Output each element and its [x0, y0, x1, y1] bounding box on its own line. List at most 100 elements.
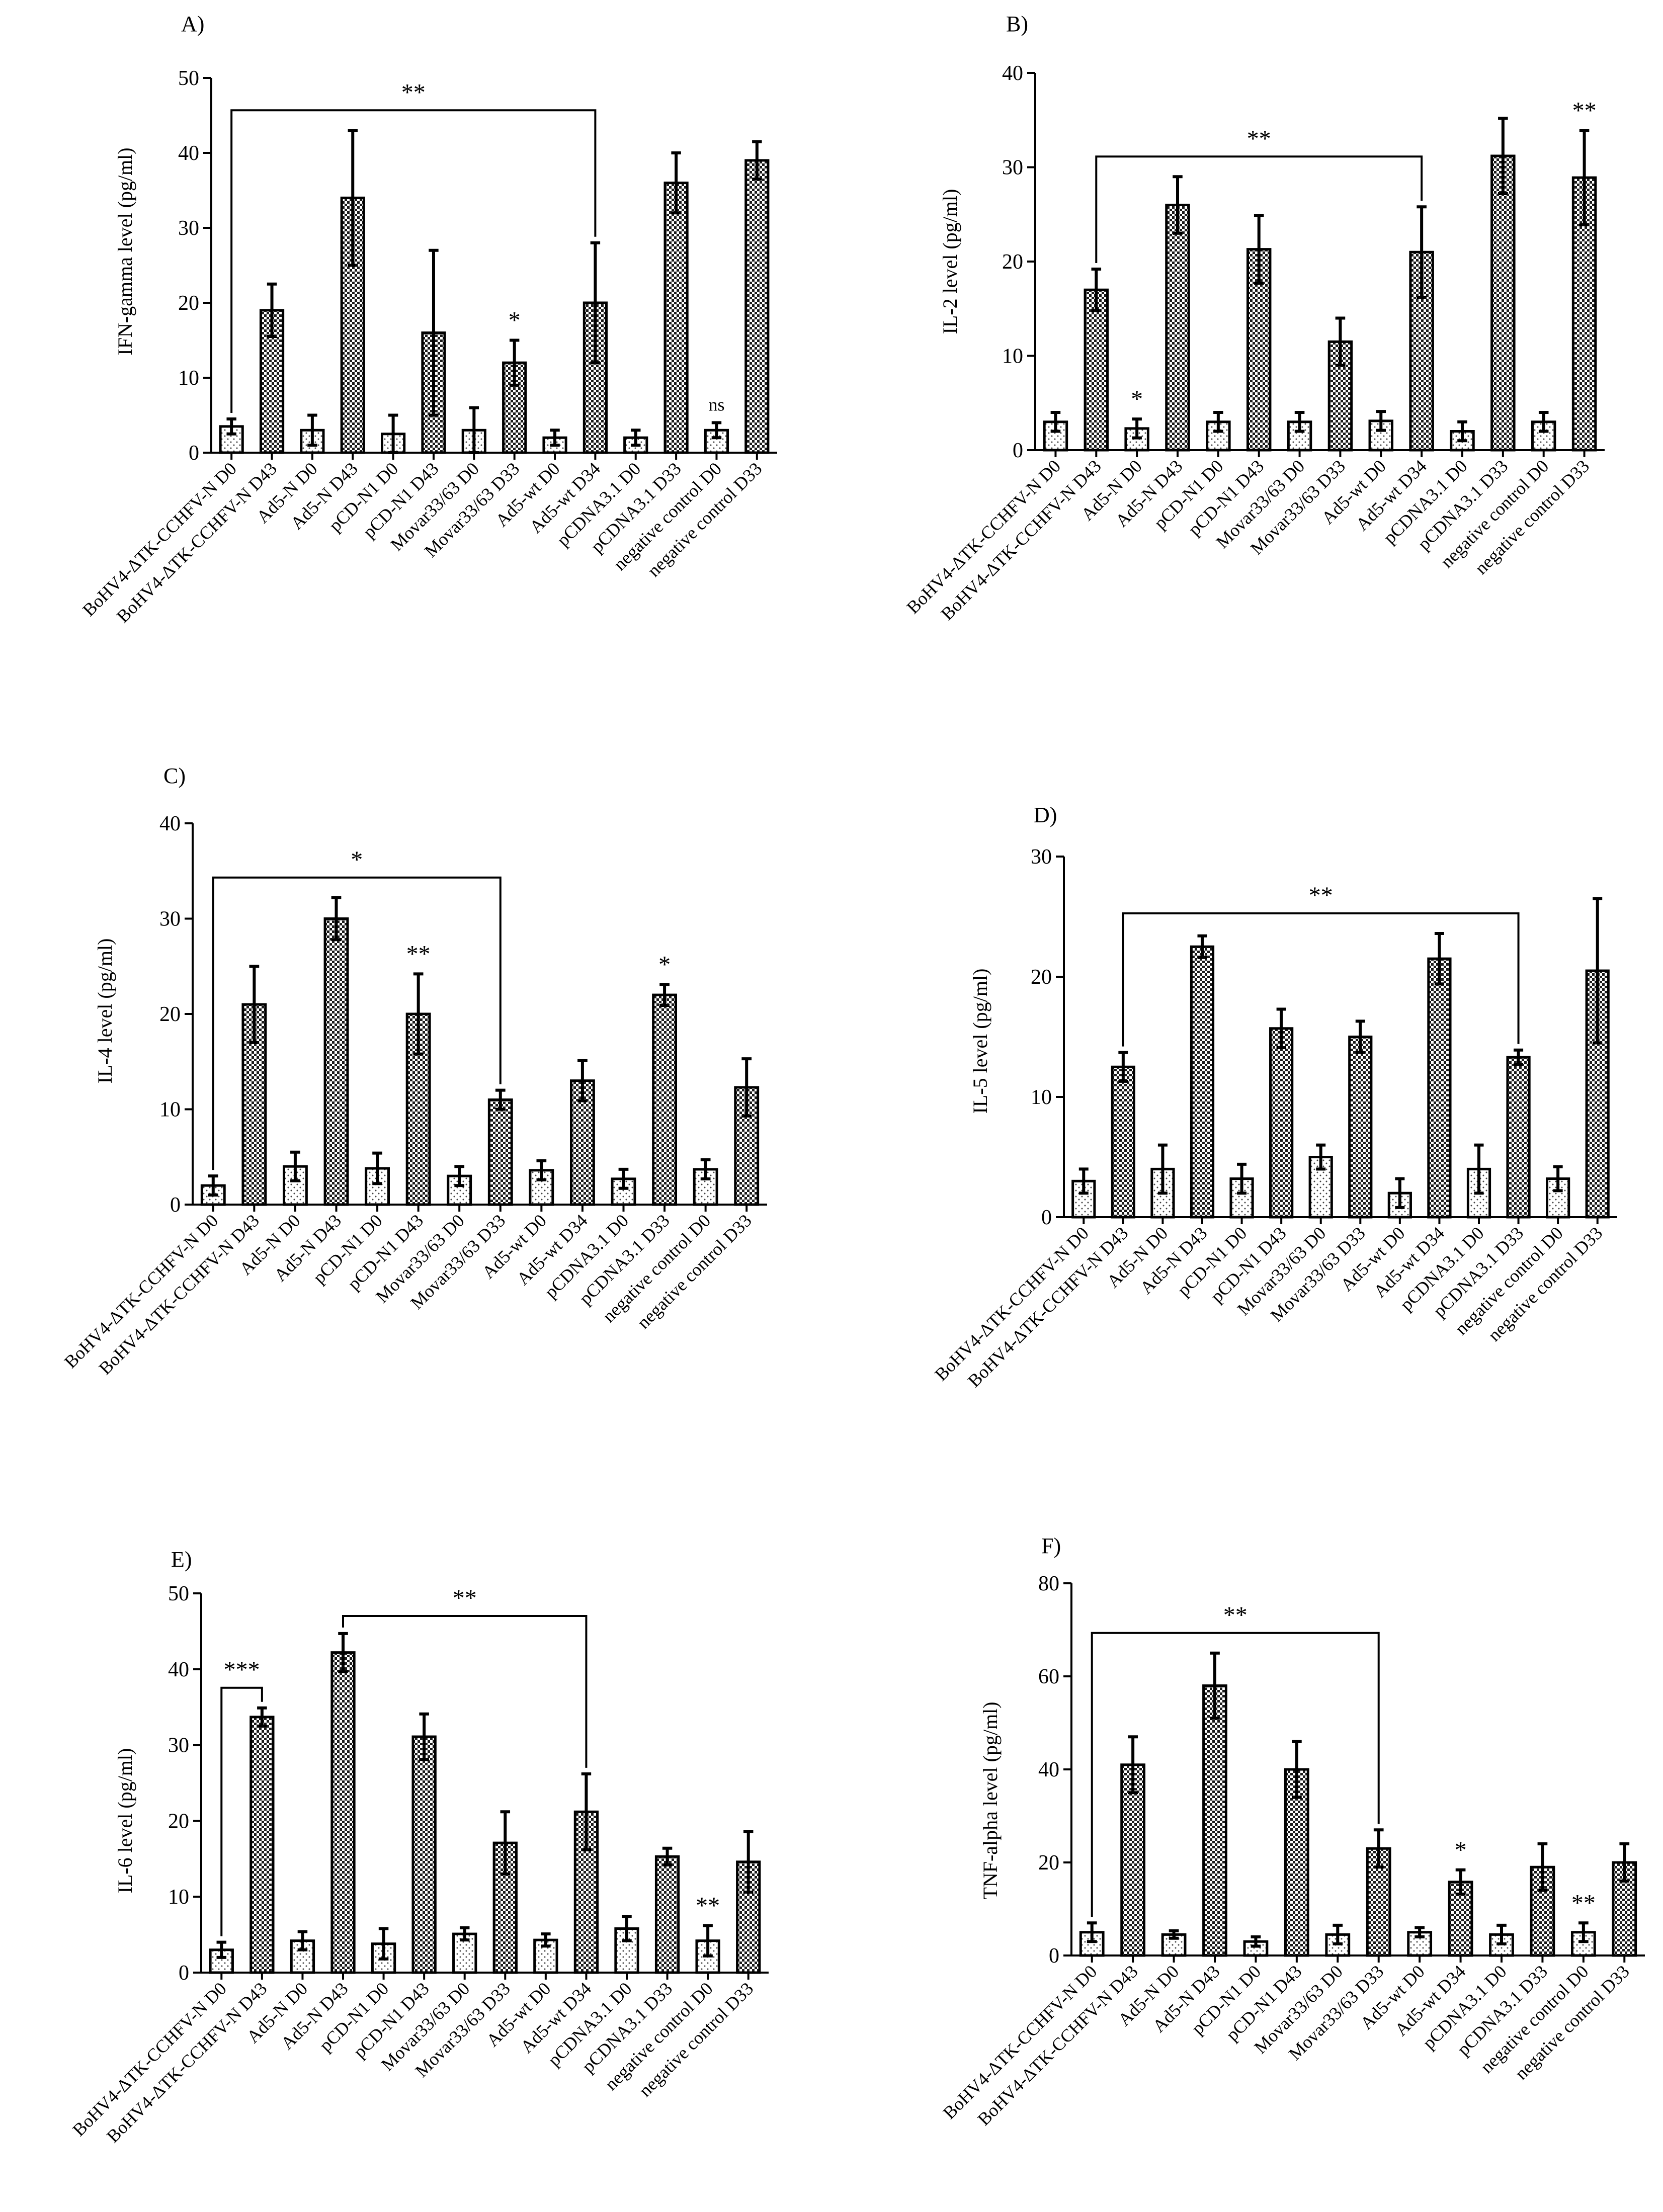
- x-tick-label: BoHV4-ΔTK-CCHFV-N D43: [103, 1978, 271, 2146]
- y-tick-label: 0: [1041, 1206, 1052, 1229]
- bar: [323, 917, 349, 1206]
- significance-mark: ns: [708, 394, 724, 414]
- significance-mark: *: [509, 307, 521, 334]
- y-tick-label: 20: [168, 1810, 189, 1833]
- x-tick-label: BoHV4-ΔTK-CCHFV-N D0: [902, 456, 1064, 618]
- y-tick-label: 20: [178, 292, 199, 315]
- bar: [1111, 1065, 1135, 1219]
- y-tick-label: 30: [1031, 845, 1052, 869]
- significance-bracket: [342, 1615, 588, 1768]
- y-tick-label: 40: [159, 812, 181, 835]
- significance-bracket-2-label: ***: [224, 1657, 260, 1683]
- bar: [487, 1098, 513, 1206]
- significance-bracket-label: **: [1309, 882, 1333, 909]
- significance-mark: *: [1455, 1837, 1467, 1863]
- y-tick-label: 80: [1038, 1572, 1059, 1595]
- bar: [1348, 1036, 1373, 1219]
- y-tick-label: 20: [1002, 250, 1023, 274]
- y-tick-label: 40: [1002, 62, 1023, 85]
- y-tick-label: 50: [178, 67, 199, 90]
- panel-d-label: D): [1034, 803, 1057, 827]
- panel-f-label: F): [1041, 1534, 1061, 1558]
- x-tick-label: BoHV4-ΔTK-CCHFV-N D43: [95, 1210, 263, 1378]
- bar: [1084, 288, 1109, 452]
- y-tick-label: 0: [179, 1962, 189, 1985]
- bar: [663, 182, 689, 454]
- bar: [654, 1855, 680, 1974]
- y-tick-label: 40: [1038, 1758, 1059, 1781]
- bar: [1506, 1056, 1531, 1219]
- y-tick-label: 0: [170, 1194, 181, 1217]
- bar: [744, 159, 770, 454]
- bar: [1490, 154, 1516, 452]
- significance-mark: **: [1572, 97, 1597, 124]
- y-tick-label: 30: [178, 217, 199, 240]
- y-tick-label: 30: [1002, 156, 1023, 180]
- panel-b-plot: 0 10 20 30 40 BoHV4-ΔTK-CCHFV-N D0BoHV4-ΔTK-C…: [902, 62, 1605, 624]
- panel-b: B) IL-2 level (pg/ml) 0 10 20 30 40 BoHV4-ΔTK…: [902, 12, 1605, 624]
- bar: [250, 1716, 275, 1974]
- y-tick-label: 20: [159, 1003, 181, 1026]
- significance-bracket-label: **: [453, 1585, 477, 1611]
- x-tick-label: BoHV4-ΔTK-CCHFV-N D43: [937, 456, 1105, 624]
- panel-b-label: B): [1006, 12, 1028, 36]
- panel-d-ylabel: IL-5 level (pg/ml): [969, 969, 991, 1114]
- significance-bracket: [1095, 155, 1423, 263]
- y-tick-label: 10: [1002, 345, 1023, 368]
- bar: [1202, 1684, 1227, 1957]
- significance-mark: **: [406, 941, 431, 967]
- y-tick-label: 20: [1038, 1851, 1059, 1875]
- significance-mark: **: [1571, 1890, 1596, 1916]
- bar: [411, 1735, 437, 1974]
- panel-a: A) IFN-gamma level (pg/ml) 0 10 20 30 40 50 Bo…: [78, 12, 777, 627]
- significance-bracket-label: **: [1223, 1602, 1248, 1629]
- panel-a-plot: 0 10 20 30 40 50 BoHV4-ΔTK-CCHFV-N D0BoHV4-ΔTK…: [78, 67, 777, 627]
- bar: [652, 993, 678, 1206]
- panel-f-ylabel: TNF-alpha level (pg/ml): [979, 1701, 1002, 1899]
- y-tick-label: 20: [1031, 966, 1052, 989]
- y-tick-label: 30: [159, 908, 181, 931]
- significance-bracket: [230, 109, 597, 413]
- x-tick-label: BoHV4-ΔTK-CCHFV-N D0: [68, 1978, 230, 2140]
- panel-e-plot: 0 10 20 30 40 50 BoHV4-ΔTK-CCHFV-N D0BoHV4-ΔTK…: [68, 1582, 769, 2147]
- x-tick-label: BoHV4-ΔTK-CCHFV-N D0: [931, 1223, 1093, 1385]
- x-tick-label: BoHV4-ΔTK-CCHFV-N D43: [964, 1223, 1132, 1391]
- significance-mark: **: [696, 1893, 720, 1919]
- y-tick-label: 40: [178, 142, 199, 165]
- panel-e-ylabel: IL-6 level (pg/ml): [114, 1748, 136, 1894]
- x-tick-label: BoHV4-ΔTK-CCHFV-N D43: [973, 1961, 1141, 2129]
- bar: [1165, 204, 1190, 452]
- significance-bracket-label: **: [401, 79, 426, 106]
- y-tick-label: 10: [178, 367, 199, 390]
- y-tick-label: 0: [1013, 439, 1023, 462]
- panel-c: C) IL-4 level (pg/ml) 0 10 20 30 40 BoHV4-ΔTK…: [60, 763, 767, 1379]
- y-tick-label: 10: [1031, 1086, 1052, 1109]
- significance-bracket: [1122, 912, 1520, 1047]
- x-tick-label: BoHV4-ΔTK-CCHFV-N D0: [60, 1210, 222, 1372]
- panel-d: D) IL-5 level (pg/ml) 0 10 20 30 BoHV4-ΔTK-C…: [931, 803, 1617, 1391]
- panel-f: F) TNF-alpha level (pg/ml) 0 20 40 60 80 BoHV…: [939, 1534, 1645, 2130]
- panel-e: E) IL-6 level (pg/ml) 0 10 20 30 40 50 BoHV4-Δ…: [68, 1547, 769, 2147]
- x-tick-label: BoHV4-ΔTK-CCHFV-N D43: [113, 458, 281, 626]
- significance-mark: *: [658, 951, 671, 978]
- significance-bracket-label: *: [351, 846, 363, 873]
- significance-bracket-2: [220, 1686, 263, 1936]
- bar: [330, 1651, 356, 1974]
- significance-bracket: [1091, 1632, 1380, 1917]
- bar: [1190, 945, 1215, 1219]
- panel-c-label: C): [163, 763, 186, 788]
- significance-mark: *: [1131, 386, 1143, 412]
- panel-f-plot: 0 20 40 60 80 BoHV4-ΔTK-CCHFV-N D0BoHV4-ΔTK-C…: [939, 1572, 1645, 2130]
- significance-bracket-label: **: [1247, 125, 1271, 152]
- panel-e-label: E): [171, 1547, 192, 1572]
- significance-bracket: [212, 876, 502, 1170]
- y-tick-label: 0: [1049, 1944, 1059, 1968]
- x-tick-label: BoHV4-ΔTK-CCHFV-N D0: [78, 458, 240, 620]
- y-tick-label: 10: [168, 1886, 189, 1909]
- panel-c-ylabel: IL-4 level (pg/ml): [94, 939, 116, 1084]
- bar: [542, 436, 567, 454]
- panel-c-plot: 0 10 20 30 40 BoHV4-ΔTK-CCHFV-N D0BoHV4-ΔTK-C…: [60, 812, 767, 1379]
- panel-a-label: A): [181, 12, 204, 36]
- x-tick-label: BoHV4-ΔTK-CCHFV-N D0: [939, 1961, 1101, 2123]
